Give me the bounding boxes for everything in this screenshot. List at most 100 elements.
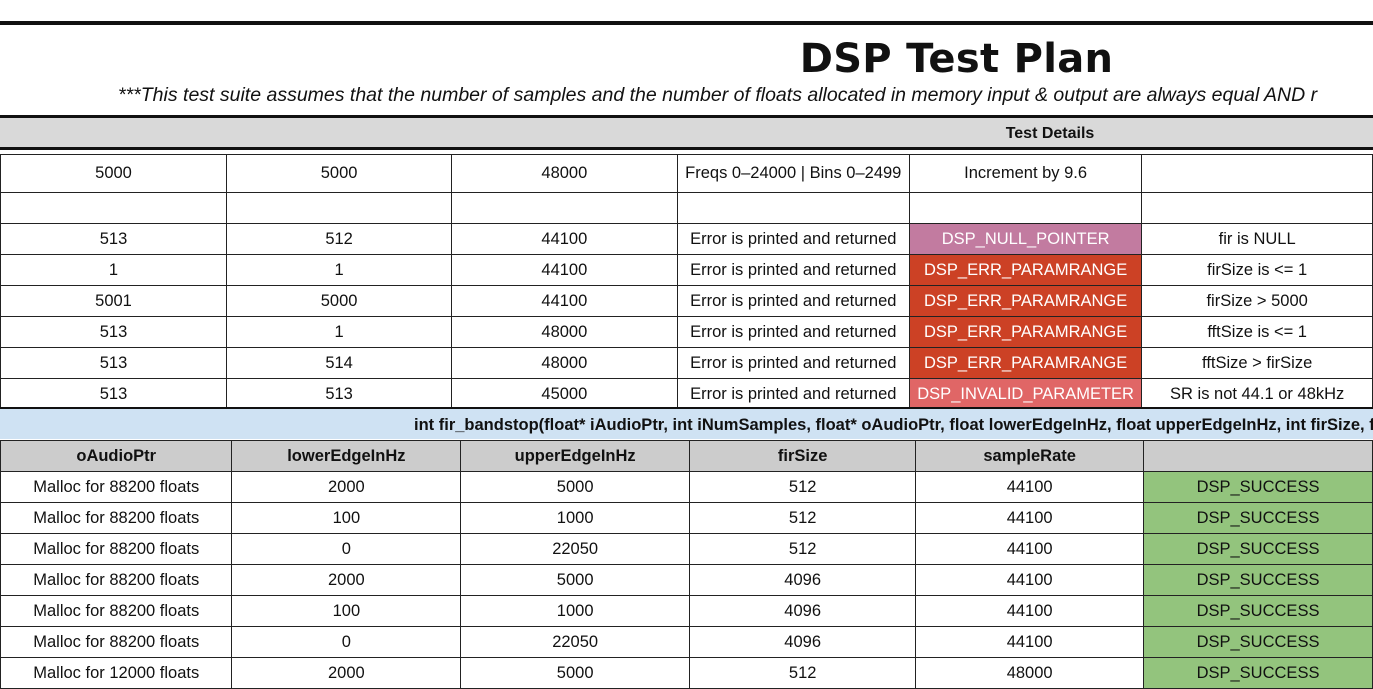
table-cell[interactable]: 0 — [231, 533, 462, 565]
table-cell[interactable]: Error is printed and returned — [676, 347, 910, 379]
table-cell[interactable]: 5000 — [460, 471, 691, 503]
table-cell[interactable]: 5000 — [0, 154, 228, 193]
table-cell[interactable]: 4096 — [689, 626, 917, 658]
table-row: 5001 5000 44100 Error is printed and ret… — [0, 285, 1373, 317]
table-cell[interactable]: 44100 — [915, 533, 1145, 565]
status-badge[interactable]: DSP_SUCCESS — [1143, 533, 1373, 565]
table-cell[interactable]: 1 — [226, 316, 453, 348]
status-badge[interactable]: DSP_ERR_PARAMRANGE — [908, 347, 1143, 379]
table-cell[interactable]: firSize > 5000 — [1141, 285, 1373, 317]
status-badge[interactable]: DSP_SUCCESS — [1143, 657, 1373, 689]
status-badge[interactable]: DSP_ERR_PARAMRANGE — [908, 285, 1143, 317]
table-cell[interactable]: Malloc for 12000 floats — [0, 657, 233, 689]
table-cell[interactable]: 44100 — [915, 626, 1145, 658]
table-cell[interactable]: 44100 — [451, 254, 678, 286]
table-cell[interactable]: Malloc for 88200 floats — [0, 626, 233, 658]
table-cell[interactable]: 513 — [0, 347, 228, 379]
column-header[interactable]: sampleRate — [915, 440, 1145, 472]
table-cell[interactable]: 4096 — [689, 595, 917, 627]
status-badge[interactable]: DSP_SUCCESS — [1143, 595, 1373, 627]
table-cell[interactable]: 2000 — [231, 657, 462, 689]
status-badge[interactable]: DSP_NULL_POINTER — [908, 223, 1143, 255]
table-cell[interactable]: 1 — [226, 254, 453, 286]
table-cell[interactable]: 100 — [231, 595, 462, 627]
table-cell[interactable]: fir is NULL — [1141, 223, 1373, 255]
table-cell[interactable]: Malloc for 88200 floats — [0, 564, 233, 596]
table-row: 513 512 44100 Error is printed and retur… — [0, 223, 1373, 255]
table-cell[interactable]: 5000 — [226, 285, 453, 317]
table-cell[interactable]: 22050 — [460, 533, 691, 565]
table-cell[interactable]: 1000 — [460, 595, 691, 627]
table-cell[interactable]: Error is printed and returned — [676, 316, 910, 348]
table-cell[interactable]: 5001 — [0, 285, 228, 317]
table-cell[interactable]: 2000 — [231, 564, 462, 596]
table-cell[interactable]: 513 — [0, 316, 228, 348]
table-cell[interactable]: 512 — [689, 471, 917, 503]
table-cell[interactable]: Freqs 0–24000 | Bins 0–2499 — [676, 154, 910, 193]
table-cell[interactable]: 514 — [226, 347, 453, 379]
table-cell[interactable] — [908, 192, 1143, 224]
status-badge[interactable]: DSP_ERR_PARAMRANGE — [908, 254, 1143, 286]
table-cell[interactable]: 0 — [231, 626, 462, 658]
table-cell[interactable]: 44100 — [915, 564, 1145, 596]
table-cell[interactable]: SR is not 44.1 or 48kHz — [1141, 378, 1373, 410]
table-cell[interactable]: 512 — [689, 533, 917, 565]
status-badge[interactable]: DSP_SUCCESS — [1143, 626, 1373, 658]
table-cell[interactable]: 44100 — [915, 471, 1145, 503]
status-badge[interactable]: DSP_INVALID_PARAMETER — [908, 378, 1143, 410]
table-cell[interactable]: 5000 — [460, 564, 691, 596]
function-signature[interactable]: int fir_bandstop(float* iAudioPtr, int i… — [414, 416, 1373, 434]
status-badge[interactable]: DSP_ERR_PARAMRANGE — [908, 316, 1143, 348]
table-cell[interactable]: 44100 — [451, 223, 678, 255]
table-cell[interactable]: firSize is <= 1 — [1141, 254, 1373, 286]
table-cell[interactable]: fftSize > firSize — [1141, 347, 1373, 379]
column-header[interactable]: firSize — [689, 440, 917, 472]
table-cell[interactable]: Error is printed and returned — [676, 378, 910, 410]
table-cell[interactable]: 5000 — [226, 154, 453, 193]
table-cell[interactable]: 22050 — [460, 626, 691, 658]
table-cell[interactable]: Increment by 9.6 — [908, 154, 1143, 193]
table-cell[interactable]: 44100 — [915, 502, 1145, 534]
table-cell[interactable]: 5000 — [460, 657, 691, 689]
table-cell[interactable] — [0, 192, 228, 224]
table-cell[interactable]: 48000 — [451, 154, 678, 193]
table-cell[interactable]: 512 — [689, 502, 917, 534]
column-header[interactable] — [1143, 440, 1373, 472]
table-cell[interactable]: 513 — [226, 378, 453, 410]
table-cell[interactable]: Error is printed and returned — [676, 254, 910, 286]
table-cell[interactable] — [1141, 154, 1373, 193]
table-cell[interactable]: 4096 — [689, 564, 917, 596]
table-cell[interactable]: 45000 — [451, 378, 678, 410]
column-header[interactable]: lowerEdgeInHz — [231, 440, 462, 472]
status-badge[interactable]: DSP_SUCCESS — [1143, 502, 1373, 534]
table-cell[interactable]: fftSize is <= 1 — [1141, 316, 1373, 348]
table-cell[interactable] — [1141, 192, 1373, 224]
table-cell[interactable]: 44100 — [915, 595, 1145, 627]
table-cell[interactable]: 512 — [689, 657, 917, 689]
table-cell[interactable]: 44100 — [451, 285, 678, 317]
table-cell[interactable]: 1000 — [460, 502, 691, 534]
table-cell[interactable]: 513 — [0, 378, 228, 410]
column-header[interactable]: upperEdgeInHz — [460, 440, 691, 472]
column-header[interactable]: oAudioPtr — [0, 440, 233, 472]
status-badge[interactable]: DSP_SUCCESS — [1143, 564, 1373, 596]
table-cell[interactable]: Malloc for 88200 floats — [0, 471, 233, 503]
table-cell[interactable] — [676, 192, 910, 224]
test-details-label[interactable]: Test Details — [1005, 125, 1095, 142]
table-cell[interactable]: Malloc for 88200 floats — [0, 595, 233, 627]
table-cell[interactable]: Malloc for 88200 floats — [0, 533, 233, 565]
table-cell[interactable]: 513 — [0, 223, 228, 255]
table-cell[interactable]: Error is printed and returned — [676, 285, 910, 317]
table-cell[interactable]: Error is printed and returned — [676, 223, 910, 255]
table-cell[interactable]: 48000 — [451, 316, 678, 348]
table-cell[interactable] — [451, 192, 678, 224]
table-cell[interactable]: 48000 — [451, 347, 678, 379]
status-badge[interactable]: DSP_SUCCESS — [1143, 471, 1373, 503]
table-cell[interactable]: 2000 — [231, 471, 462, 503]
table-cell[interactable] — [226, 192, 453, 224]
table-cell[interactable]: 1 — [0, 254, 228, 286]
table-cell[interactable]: 48000 — [915, 657, 1145, 689]
table-cell[interactable]: Malloc for 88200 floats — [0, 502, 233, 534]
table-cell[interactable]: 512 — [226, 223, 453, 255]
table-cell[interactable]: 100 — [231, 502, 462, 534]
